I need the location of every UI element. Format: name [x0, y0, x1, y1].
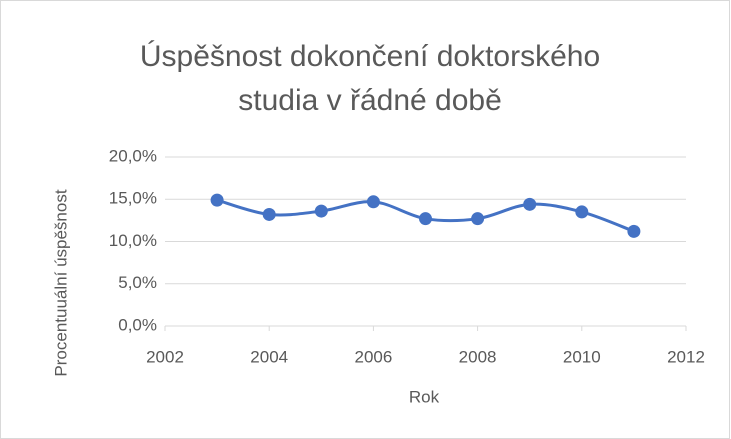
- data-point: [366, 195, 380, 209]
- x-tick-label: 2010: [563, 347, 601, 366]
- data-point: [210, 193, 224, 207]
- x-tick-label: 2012: [667, 347, 705, 366]
- data-point: [523, 197, 537, 211]
- data-point: [575, 205, 589, 219]
- data-point: [262, 207, 276, 221]
- y-tick-label: 10,0%: [109, 231, 157, 250]
- data-point: [314, 204, 328, 218]
- data-point: [627, 224, 641, 238]
- data-point: [471, 212, 485, 226]
- y-tick-label: 15,0%: [109, 189, 157, 208]
- y-tick-label: 0,0%: [118, 315, 157, 334]
- x-tick-label: 2004: [250, 347, 288, 366]
- x-axis-label: Rok: [409, 387, 440, 406]
- y-tick-label: 20,0%: [109, 146, 157, 165]
- chart-title: studia v řádné době: [238, 84, 502, 117]
- y-tick-label: 5,0%: [118, 273, 157, 292]
- x-tick-label: 2006: [354, 347, 392, 366]
- y-axis-label: Procentuuální úspěšnost: [51, 189, 70, 376]
- chart-title: Úspěšnost dokončení doktorského: [140, 40, 600, 73]
- data-point: [419, 212, 432, 226]
- x-tick-label: 2002: [146, 347, 184, 366]
- x-tick-label: 2008: [459, 347, 497, 366]
